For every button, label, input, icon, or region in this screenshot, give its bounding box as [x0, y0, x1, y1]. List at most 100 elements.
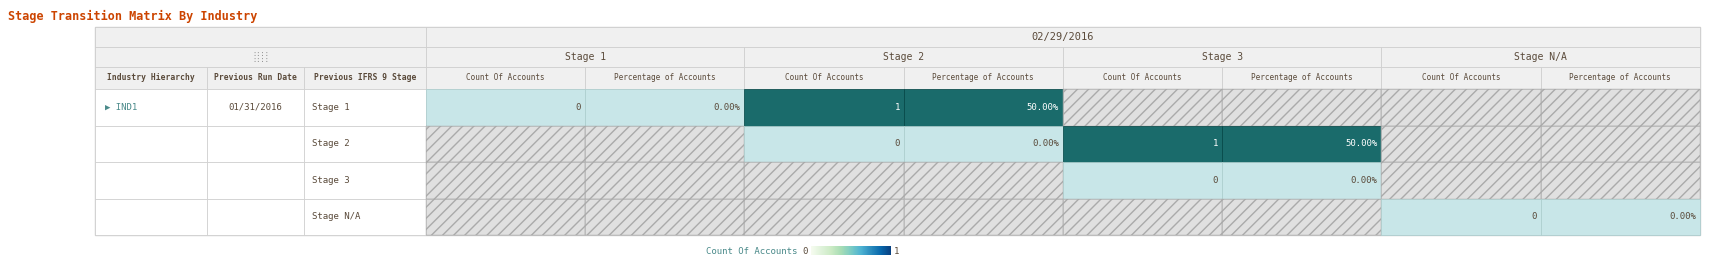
Bar: [584, 198, 744, 235]
Text: ::::
::::: :::: ::::: [252, 51, 269, 64]
Bar: [1541, 126, 1700, 162]
Text: Stage 3: Stage 3: [312, 176, 350, 185]
Bar: [1063, 162, 1222, 198]
Bar: [207, 67, 303, 89]
Text: 0: 0: [895, 139, 900, 148]
Bar: [1063, 198, 1222, 235]
Text: 0.00%: 0.00%: [713, 103, 740, 112]
Text: Percentage of Accounts: Percentage of Accounts: [932, 73, 1034, 82]
Bar: [744, 162, 903, 198]
Bar: [1541, 67, 1700, 89]
Bar: [303, 198, 427, 235]
Bar: [744, 67, 903, 89]
Bar: [584, 89, 744, 126]
Bar: [1541, 162, 1700, 198]
Bar: [427, 162, 584, 198]
Bar: [94, 27, 1700, 235]
Bar: [94, 67, 207, 89]
Text: 0.00%: 0.00%: [1032, 139, 1059, 148]
Bar: [94, 89, 207, 126]
Bar: [584, 162, 744, 198]
Bar: [1222, 89, 1381, 126]
Bar: [1541, 89, 1700, 126]
Bar: [1222, 198, 1381, 235]
Bar: [427, 198, 584, 235]
Bar: [903, 198, 1063, 235]
Text: Industry Hierarchy: Industry Hierarchy: [106, 73, 195, 82]
Bar: [207, 198, 303, 235]
Text: 01/31/2016: 01/31/2016: [228, 103, 283, 112]
Bar: [207, 126, 303, 162]
Bar: [303, 162, 427, 198]
Text: Count Of Accounts: Count Of Accounts: [1423, 73, 1500, 82]
Bar: [584, 67, 744, 89]
Text: Count Of Accounts: Count Of Accounts: [1104, 73, 1183, 82]
Bar: [1063, 89, 1222, 126]
Text: 0: 0: [576, 103, 581, 112]
Bar: [1063, 198, 1222, 235]
Bar: [744, 198, 903, 235]
Text: Percentage of Accounts: Percentage of Accounts: [1570, 73, 1671, 82]
Bar: [1541, 162, 1700, 198]
Bar: [903, 89, 1063, 126]
Bar: [427, 27, 1700, 47]
Bar: [427, 162, 584, 198]
Text: 0.00%: 0.00%: [1669, 212, 1695, 221]
Bar: [1063, 47, 1381, 67]
Bar: [744, 162, 903, 198]
Text: Stage N/A: Stage N/A: [1513, 52, 1567, 62]
Bar: [427, 126, 584, 162]
Bar: [1222, 126, 1381, 162]
Text: Stage 3: Stage 3: [1202, 52, 1243, 62]
Bar: [903, 162, 1063, 198]
Bar: [584, 198, 744, 235]
Bar: [1541, 89, 1700, 126]
Bar: [94, 198, 207, 235]
Bar: [584, 126, 744, 162]
Bar: [584, 126, 744, 162]
Text: Count Of Accounts: Count Of Accounts: [785, 73, 864, 82]
Text: Stage 1: Stage 1: [312, 103, 350, 112]
Bar: [1063, 89, 1222, 126]
Bar: [744, 47, 1063, 67]
Text: Stage 1: Stage 1: [564, 52, 605, 62]
Bar: [94, 162, 207, 198]
Text: 0: 0: [1531, 212, 1537, 221]
Text: 50.00%: 50.00%: [1027, 103, 1059, 112]
Bar: [744, 198, 903, 235]
Bar: [427, 47, 744, 67]
Bar: [94, 126, 207, 162]
Bar: [1381, 126, 1541, 162]
Text: Percentage of Accounts: Percentage of Accounts: [1251, 73, 1352, 82]
Bar: [1381, 47, 1700, 67]
Text: Previous Run Date: Previous Run Date: [214, 73, 297, 82]
Bar: [303, 67, 427, 89]
Bar: [207, 89, 303, 126]
Bar: [1063, 67, 1222, 89]
Bar: [903, 126, 1063, 162]
Text: Stage N/A: Stage N/A: [312, 212, 360, 221]
Text: 1: 1: [895, 246, 900, 255]
Bar: [903, 198, 1063, 235]
Bar: [303, 126, 427, 162]
Text: 0: 0: [802, 246, 807, 255]
Text: Stage Transition Matrix By Industry: Stage Transition Matrix By Industry: [9, 10, 257, 23]
Text: 02/29/2016: 02/29/2016: [1032, 32, 1094, 42]
Bar: [1381, 198, 1541, 235]
Text: Percentage of Accounts: Percentage of Accounts: [614, 73, 716, 82]
Bar: [1222, 89, 1381, 126]
Bar: [427, 67, 584, 89]
Bar: [1381, 126, 1541, 162]
Text: 50.00%: 50.00%: [1345, 139, 1378, 148]
Bar: [427, 198, 584, 235]
Bar: [427, 89, 584, 126]
Bar: [1381, 162, 1541, 198]
Bar: [744, 126, 903, 162]
Text: Stage 2: Stage 2: [883, 52, 924, 62]
Bar: [1381, 67, 1541, 89]
Bar: [1381, 89, 1541, 126]
Bar: [94, 27, 427, 47]
Bar: [1381, 162, 1541, 198]
Bar: [903, 162, 1063, 198]
Text: Stage 2: Stage 2: [312, 139, 350, 148]
